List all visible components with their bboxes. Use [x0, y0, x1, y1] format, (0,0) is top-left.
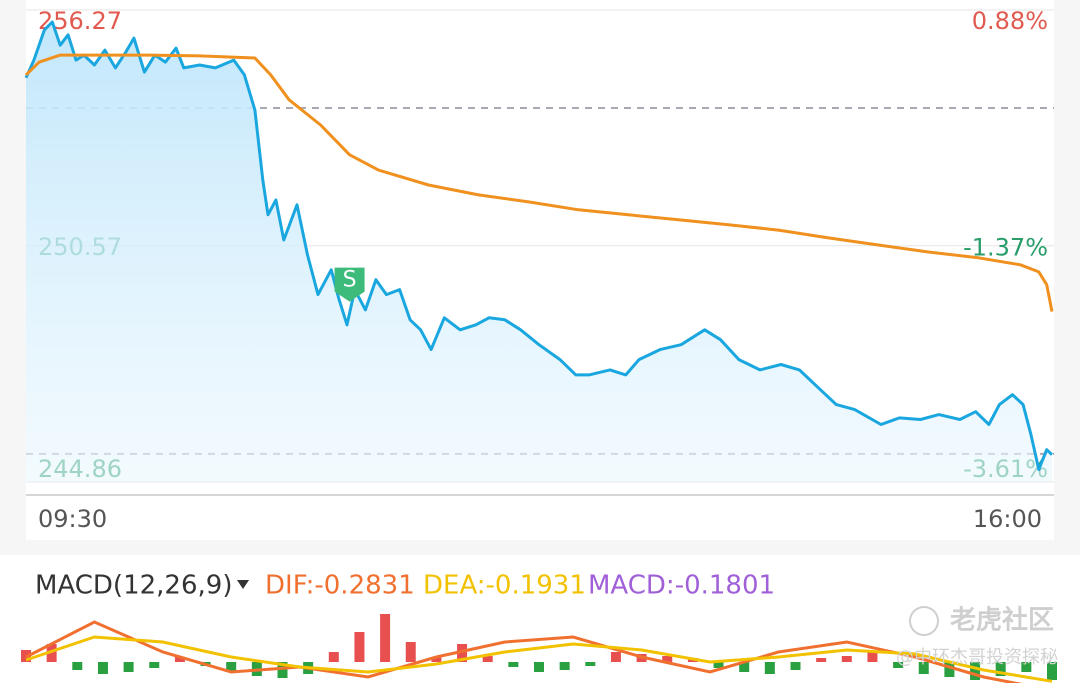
macd-bar	[790, 662, 801, 670]
dropdown-icon[interactable]	[237, 580, 249, 589]
dea-line	[25, 635, 1053, 683]
macd-bar	[610, 652, 621, 662]
dif-label: DIF:-0.2831	[265, 571, 415, 601]
macd-bar	[431, 657, 442, 662]
price-line	[24, 20, 1054, 472]
macd-bar	[944, 662, 955, 677]
macd-bar	[585, 662, 596, 666]
macd-bar	[226, 662, 237, 672]
credit: @中环杰哥投资探秘	[896, 647, 1058, 668]
macd-bar	[354, 632, 365, 662]
signal-tag	[334, 267, 365, 302]
y2-tick-label: 0.88%	[972, 7, 1048, 35]
dea-label: DEA:-0.1931	[423, 571, 586, 601]
macd-bar	[174, 657, 185, 662]
macd-bar	[1047, 662, 1057, 681]
macd-bar	[739, 662, 750, 672]
price-area	[26, 22, 1052, 482]
macd-bar	[764, 662, 775, 674]
macd-bar	[918, 662, 929, 674]
macd-bar	[482, 656, 493, 662]
macd-bar	[559, 662, 570, 670]
macd-bar	[867, 652, 878, 662]
macd-bar	[841, 656, 852, 662]
macd-bar	[457, 644, 468, 662]
x-tick-label: 09:30	[38, 505, 107, 533]
macd-bar	[149, 662, 160, 668]
watermark: 老虎社区	[950, 605, 1054, 636]
macd-bar	[405, 642, 416, 662]
macd-bar	[508, 662, 519, 667]
macd-bar	[1021, 662, 1032, 672]
macd-bar	[662, 656, 673, 662]
watermark-icon	[909, 606, 939, 636]
macd-bar	[97, 662, 108, 674]
macd-bar	[277, 662, 288, 678]
macd-bar	[816, 658, 827, 662]
macd-bar	[995, 662, 1006, 676]
macd-bar	[123, 662, 134, 672]
macd-bar	[380, 614, 391, 662]
macd-bar	[893, 662, 904, 668]
macd-title[interactable]: MACD(12,26,9)	[35, 571, 232, 601]
macd-bar	[72, 662, 83, 670]
macd-bar	[46, 644, 57, 662]
macd-label: MACD:-0.1801	[588, 571, 775, 601]
macd-bar	[713, 662, 724, 668]
signal-text: S	[343, 268, 357, 293]
macd-bar	[328, 652, 339, 662]
dif-line	[25, 620, 1023, 683]
x-tick-label: 16:00	[973, 505, 1042, 533]
macd-bar	[970, 662, 981, 680]
signal-marker: S	[334, 267, 365, 302]
macd-bar	[534, 662, 544, 672]
average-line	[24, 53, 1054, 312]
